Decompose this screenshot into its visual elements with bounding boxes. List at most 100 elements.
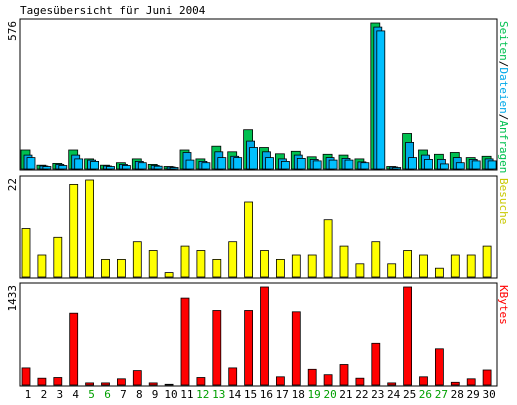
bar-besuche-day-6	[101, 258, 110, 278]
panel-legend: Seiten/Dateien/Anfragen	[497, 21, 510, 173]
bar-besuche-day-29	[466, 254, 476, 278]
chart-title: Tagesübersicht für Juni 2004	[20, 4, 206, 17]
panel-max-label: 22	[6, 178, 19, 191]
bar-besuche-day-8	[132, 241, 142, 278]
bar-besuche-day-10	[164, 272, 174, 278]
day-label-8: 8	[136, 388, 143, 401]
bar-anfragen-day-19	[312, 160, 322, 170]
bar-besuche-day-30	[482, 245, 492, 278]
panel-legend: KBytes	[497, 285, 510, 325]
bar-besuche-day-18	[291, 254, 301, 278]
day-label-12: 12	[196, 388, 209, 401]
day-label-5: 5	[88, 388, 95, 401]
bar-anfragen-day-18	[296, 157, 306, 170]
bar-kbytes-day-7	[117, 378, 126, 386]
bar-kbytes-day-14	[228, 367, 238, 386]
bar-anfragen-day-25	[408, 157, 418, 170]
bar-besuche-day-27	[434, 267, 444, 278]
day-label-10: 10	[164, 388, 177, 401]
day-label-26: 26	[419, 388, 432, 401]
panel-max-label: 576	[6, 21, 19, 41]
bar-kbytes-day-19	[307, 368, 317, 386]
bar-besuche-day-11	[180, 245, 190, 278]
day-label-24: 24	[387, 388, 401, 401]
bar-besuche-day-5	[85, 179, 94, 278]
bar-kbytes-day-29	[466, 378, 476, 386]
bar-anfragen-day-26	[424, 158, 433, 170]
day-label-18: 18	[292, 388, 305, 401]
day-label-16: 16	[260, 388, 273, 401]
day-label-11: 11	[180, 388, 193, 401]
legend-entry: /	[497, 61, 510, 68]
legend-entry: Dateien	[497, 67, 510, 113]
day-label-28: 28	[451, 388, 464, 401]
bar-kbytes-day-6	[101, 382, 110, 386]
chart-panels: 576 Seiten/Dateien/Anfragen 22 Besuche 1433 K…	[6, 18, 510, 387]
bar-kbytes-day-20	[323, 374, 333, 386]
bar-kbytes-day-2	[37, 377, 47, 386]
bar-kbytes-day-10	[164, 383, 174, 386]
bar-kbytes-day-5	[85, 382, 94, 386]
bar-besuche-day-9	[148, 250, 158, 278]
bar-anfragen-day-12	[201, 162, 211, 170]
bar-besuche-day-1	[21, 228, 31, 278]
day-label-13: 13	[212, 388, 225, 401]
day-label-3: 3	[56, 388, 63, 401]
bar-kbytes-day-3	[53, 377, 63, 386]
bar-anfragen-day-23	[376, 30, 386, 170]
bar-kbytes-day-27	[434, 348, 444, 386]
panel-visits: 22 Besuche	[6, 175, 510, 279]
legend-entry: Besuche	[497, 178, 510, 224]
bar-besuche-day-22	[355, 263, 365, 278]
legend-entry: KBytes	[497, 285, 510, 325]
day-label-14: 14	[228, 388, 242, 401]
bar-anfragen-day-17	[280, 160, 290, 170]
bar-anfragen-day-10	[169, 167, 179, 170]
bar-besuche-day-24	[387, 263, 397, 278]
bar-kbytes-day-25	[403, 286, 413, 386]
bar-besuche-day-12	[196, 250, 206, 278]
bar-anfragen-day-11	[185, 159, 195, 170]
legend-entry: /	[497, 114, 510, 121]
day-label-22: 22	[355, 388, 368, 401]
bar-besuche-day-28	[450, 254, 460, 278]
bar-besuche-day-7	[117, 258, 126, 278]
bar-anfragen-day-21	[344, 159, 354, 170]
bar-kbytes-day-9	[148, 382, 158, 386]
day-label-6: 6	[104, 388, 111, 401]
bar-anfragen-day-4	[74, 158, 84, 170]
bar-kbytes-day-8	[132, 370, 142, 386]
bar-anfragen-day-9	[153, 165, 163, 170]
bar-anfragen-day-1	[26, 157, 36, 170]
bar-besuche-day-4	[69, 183, 79, 278]
panel-legend: Besuche	[497, 178, 510, 224]
bar-besuche-day-3	[53, 236, 63, 278]
bar-anfragen-day-27	[439, 163, 449, 170]
bar-kbytes-day-18	[291, 311, 301, 386]
day-label-27: 27	[435, 388, 448, 401]
bar-kbytes-day-15	[244, 310, 254, 386]
bar-besuche-day-21	[339, 245, 349, 278]
bar-besuche-day-13	[212, 258, 222, 278]
bar-kbytes-day-30	[482, 369, 492, 386]
day-label-4: 4	[72, 388, 79, 401]
bar-anfragen-day-24	[392, 167, 402, 170]
day-label-25: 25	[403, 388, 416, 401]
bar-kbytes-day-11	[180, 297, 190, 386]
bar-besuche-day-19	[307, 254, 317, 278]
bar-besuche-day-16	[260, 250, 269, 278]
bar-kbytes-day-24	[387, 382, 397, 386]
panel-frame	[19, 175, 498, 279]
bar-kbytes-day-26	[419, 376, 428, 386]
bar-besuche-day-20	[323, 219, 333, 278]
bar-anfragen-day-16	[265, 157, 274, 170]
day-label-21: 21	[339, 388, 352, 401]
bar-anfragen-day-6	[106, 166, 115, 170]
panel-max-label: 1433	[6, 285, 19, 312]
bar-kbytes-day-17	[275, 376, 285, 386]
bar-besuche-day-25	[403, 250, 413, 278]
bar-kbytes-day-16	[260, 286, 269, 386]
day-label-7: 7	[120, 388, 127, 401]
bar-anfragen-day-14	[233, 157, 243, 170]
